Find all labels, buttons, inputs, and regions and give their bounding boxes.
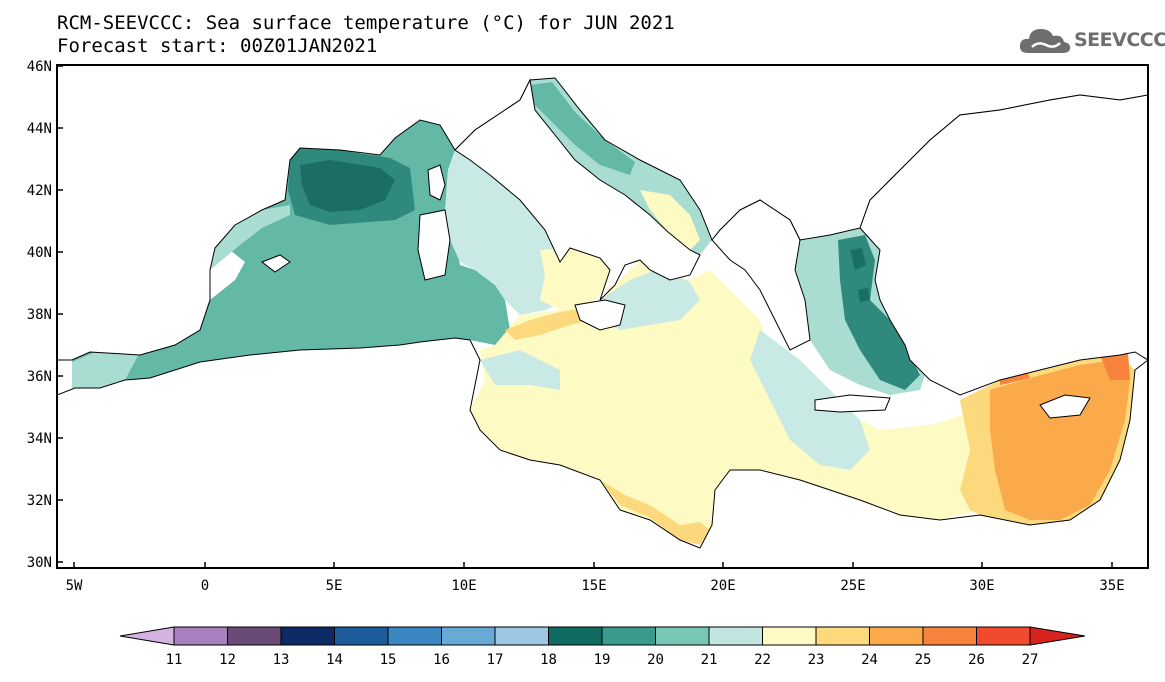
seevccc-logo: SEEVCCC bbox=[1018, 23, 1165, 59]
lon-tick-label: 5W bbox=[66, 578, 83, 594]
gulf-of-lion-shelf bbox=[210, 205, 290, 270]
colorbar-label: 11 bbox=[166, 652, 183, 668]
colorbar-label: 27 bbox=[1022, 652, 1039, 668]
south-adriatic-warm bbox=[640, 190, 700, 250]
colorbar-label: 14 bbox=[326, 652, 343, 668]
south-tyrrhenian-warm bbox=[540, 248, 612, 310]
sardinia-island bbox=[417, 209, 451, 281]
cyprus-island bbox=[1039, 394, 1091, 419]
colorbar-box bbox=[976, 626, 1031, 646]
sidra-warm-edge bbox=[600, 480, 710, 545]
central-med bbox=[470, 260, 1000, 545]
colorbar-label: 15 bbox=[380, 652, 397, 668]
colorbar-label: 19 bbox=[594, 652, 611, 668]
colorbar-box bbox=[441, 626, 496, 646]
lon-tick-label: 35E bbox=[1099, 578, 1124, 594]
colorbar-box bbox=[655, 626, 710, 646]
forecast-start-subtitle: Forecast start: 00Z01JAN2021 bbox=[57, 35, 378, 57]
colorbar: 11 12 13 14 15 16 17 18 19 20 21 22 23 24 25 26 27 bbox=[119, 626, 1086, 668]
lat-tick-label: 32N bbox=[27, 493, 52, 509]
crete-island bbox=[814, 394, 891, 413]
ionian-cool-patch bbox=[600, 268, 700, 330]
colorbar-box bbox=[334, 626, 389, 646]
lat-tick-label: 34N bbox=[27, 431, 52, 447]
lon-tick-label: 15E bbox=[581, 578, 606, 594]
colorbar-box bbox=[548, 626, 603, 646]
colorbar-box bbox=[387, 626, 442, 646]
colorbar-label: 26 bbox=[968, 652, 985, 668]
latitude-axis: 46N 44N 42N 40N 38N 36N 34N 32N 30N bbox=[27, 59, 63, 571]
colorbar-box bbox=[815, 626, 870, 646]
lat-tick-label: 36N bbox=[27, 369, 52, 385]
ligurian-coldest-core bbox=[300, 160, 395, 212]
colorbar-box bbox=[280, 626, 335, 646]
north-adriatic-cold bbox=[530, 82, 635, 175]
colorbar-box bbox=[708, 626, 763, 646]
colorbar-label: 25 bbox=[915, 652, 932, 668]
colorbar-box bbox=[762, 626, 817, 646]
lon-tick-label: 20E bbox=[710, 578, 735, 594]
sea-temperature-field bbox=[72, 78, 1135, 545]
cloud-icon bbox=[1019, 29, 1071, 53]
colorbar-label: 16 bbox=[433, 652, 450, 668]
colorbar-box bbox=[494, 626, 549, 646]
colorbar-label: 17 bbox=[487, 652, 504, 668]
map-frame bbox=[56, 64, 1149, 569]
lon-tick-label: 5E bbox=[326, 578, 343, 594]
colorbar-box bbox=[173, 626, 228, 646]
africa-land bbox=[57, 337, 1148, 568]
sicily-island bbox=[574, 299, 626, 331]
colorbar-label: 24 bbox=[861, 652, 878, 668]
map-title: RCM-SEEVCCC: Sea surface temperature (°C… bbox=[57, 12, 675, 34]
aegean-coldest-spots bbox=[850, 248, 870, 302]
land-outlines bbox=[57, 65, 1148, 568]
colorbar-upper-extend bbox=[1029, 626, 1086, 646]
colorbar-box bbox=[922, 626, 977, 646]
lat-tick-label: 30N bbox=[27, 555, 52, 571]
colorbar-label: 23 bbox=[808, 652, 825, 668]
lat-tick-label: 46N bbox=[27, 59, 52, 75]
colorbar-box bbox=[227, 626, 282, 646]
balearic-island bbox=[260, 254, 291, 273]
lon-tick-label: 0 bbox=[201, 578, 209, 594]
libyan-shelf bbox=[480, 350, 560, 390]
corsica-island bbox=[427, 164, 446, 201]
lat-tick-label: 38N bbox=[27, 307, 52, 323]
longitude-axis: 5W 0 5E 10E 15E 20E 25E 30E 35E bbox=[66, 562, 1125, 594]
aegean-cold-core bbox=[838, 235, 920, 390]
colorbar-box bbox=[869, 626, 924, 646]
colorbar-label: 18 bbox=[540, 652, 557, 668]
colorbar-label: 13 bbox=[273, 652, 290, 668]
italy-land bbox=[454, 78, 701, 301]
greece-land bbox=[711, 199, 811, 351]
lon-tick-label: 25E bbox=[840, 578, 865, 594]
lat-tick-label: 42N bbox=[27, 183, 52, 199]
lon-tick-label: 30E bbox=[969, 578, 994, 594]
lat-tick-label: 40N bbox=[27, 245, 52, 261]
turkey-land bbox=[859, 94, 1148, 396]
lat-tick-label: 44N bbox=[27, 121, 52, 137]
colorbar-box bbox=[601, 626, 656, 646]
logo-text: SEEVCCC bbox=[1074, 29, 1165, 51]
lon-tick-label: 10E bbox=[451, 578, 476, 594]
western-med-shelf bbox=[72, 350, 140, 388]
colorbar-label: 12 bbox=[219, 652, 236, 668]
colorbar-label: 21 bbox=[701, 652, 718, 668]
levantine-25 bbox=[990, 360, 1130, 520]
colorbar-lower-extend bbox=[119, 626, 175, 646]
colorbar-label: 20 bbox=[647, 652, 664, 668]
colorbar-label: 22 bbox=[754, 652, 771, 668]
levantine-cool-tongue bbox=[750, 330, 870, 470]
